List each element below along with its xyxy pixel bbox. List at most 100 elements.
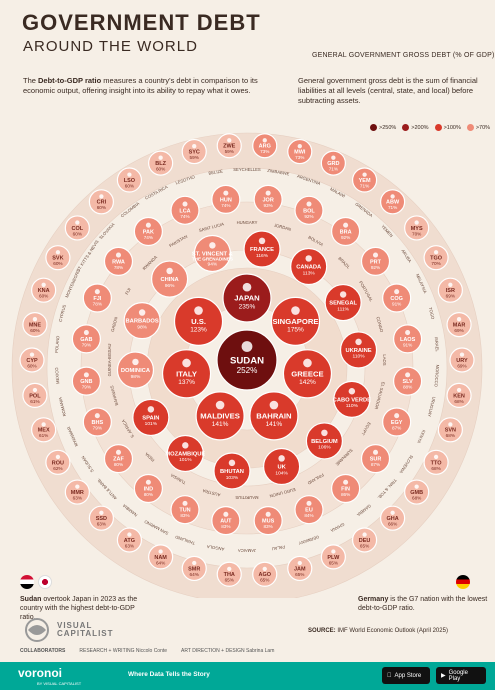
flag-icon [215, 400, 225, 410]
bubble-circle [88, 505, 114, 531]
page-subtitle: AROUND THE WORLD [23, 38, 198, 55]
voronoi-logo[interactable]: voronoi [18, 666, 62, 680]
ring-country-label: MOROCCO [433, 364, 440, 387]
bubble-label: JAPAN [234, 294, 260, 303]
bubble-circle [253, 506, 283, 536]
bubble-label: MOZAMBIQUE [165, 451, 205, 457]
bubble-circle [449, 347, 475, 373]
bubble-label: ST. VINCENT & [192, 251, 233, 257]
ring-country-label: ROMANIA [57, 396, 67, 416]
app-store-label: App Store [390, 672, 422, 679]
bubble-label: GMB [410, 490, 423, 496]
bubble-circle [166, 434, 204, 473]
bubble-label: JOR [262, 197, 273, 203]
credits-research: RESEARCH + WRITING Niccolo Conte [79, 648, 168, 654]
credits-label: COLLABORATORS [20, 648, 66, 654]
bubble-circle [123, 302, 161, 340]
bubble-value: 63% [73, 495, 82, 500]
bubble-value: 68% [446, 433, 455, 438]
bubble-label: MWI [294, 150, 306, 156]
flag-icon [138, 309, 146, 316]
flag-icon [94, 289, 100, 295]
bubble-circle [216, 561, 242, 587]
bubble-circle [132, 398, 170, 437]
bubble-circle [45, 245, 71, 271]
bubble-value: 60% [73, 231, 82, 236]
google-play-button[interactable]: ▶ Google Play [436, 667, 486, 684]
ring-country-label: GERMANY [298, 534, 320, 546]
flag-icon [228, 459, 236, 467]
bubble-circle [282, 349, 333, 399]
flag-icon [41, 422, 46, 427]
legend-label: >70% [475, 124, 491, 131]
bubble-label: SYC [189, 150, 200, 156]
note-right-text: is the G7 nation with the lowest debt-to… [358, 596, 488, 613]
bubble-circle [193, 234, 231, 273]
bubble-circle [181, 555, 207, 582]
bubble-value: 101% [145, 421, 158, 427]
bubble-label: PRT [370, 259, 382, 265]
bubble-circle [133, 216, 163, 247]
bubble-label: SLV [402, 379, 413, 385]
legend: >250%>200%>100%>70%>50% [370, 124, 495, 131]
flag-icon [305, 255, 312, 262]
bubble-value: 74% [180, 214, 189, 219]
ring-country-label: MEXICO [54, 367, 60, 385]
flag-icon [182, 442, 189, 449]
bubble-label: CRI [97, 200, 107, 206]
bubble-label: COG [390, 296, 403, 302]
bubble-value: 93% [263, 203, 272, 208]
bubble-label: SUR [370, 457, 382, 463]
flag-icon [348, 388, 356, 395]
bubble-circle [305, 422, 343, 460]
bubble-label: MUS [262, 519, 275, 525]
bubble-u-s-: U.S.123% [173, 296, 224, 346]
bubble-value: 60% [156, 167, 165, 172]
bubble-circle [324, 283, 362, 322]
flag-icon [394, 413, 400, 419]
flag-icon [394, 289, 400, 295]
bubble-label: CABO VERDE [333, 397, 372, 403]
ring-country-label: POLAND [54, 335, 60, 353]
ring-country-label: EGYPT [360, 421, 372, 436]
flag-icon [227, 138, 232, 143]
bubble-value: 68% [454, 399, 463, 404]
germany-flag-icon [456, 575, 470, 589]
note-left-text: overtook Japan in 2023 as the country wi… [20, 596, 138, 622]
bubble-circle [320, 150, 346, 176]
bubble-value: 78% [93, 301, 102, 306]
bubble-circle [393, 366, 423, 396]
visual-capitalist-logo-icon [25, 618, 49, 642]
bubble-value: 111% [337, 306, 349, 312]
flag-icon [331, 549, 336, 554]
flag-icon [127, 172, 132, 177]
flag-icon [339, 291, 347, 298]
bubble-label: POL [29, 393, 41, 399]
flag-icon [83, 372, 89, 378]
app-store-button[interactable]: App Store [382, 667, 430, 684]
bubble-circle [116, 167, 143, 193]
flag-icon [115, 449, 121, 455]
flag-icon [242, 282, 252, 292]
bubble-label: EGY [391, 420, 403, 426]
flag-icon [147, 406, 155, 413]
bubble-value: 60% [125, 183, 134, 188]
bubble-value: 79% [82, 385, 91, 390]
